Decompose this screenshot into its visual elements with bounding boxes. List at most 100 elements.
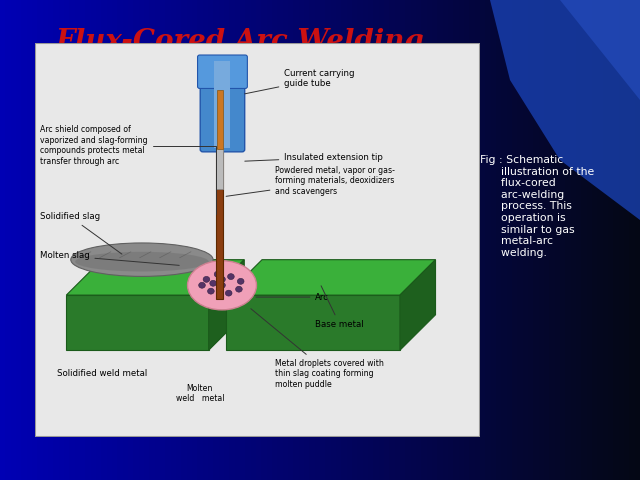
Bar <box>91 0 97 480</box>
Bar <box>469 0 476 480</box>
Bar <box>571 0 577 480</box>
Bar <box>181 0 188 480</box>
Bar <box>171 0 177 480</box>
Bar <box>325 0 332 480</box>
Bar <box>576 0 582 480</box>
Ellipse shape <box>71 243 213 276</box>
Text: Fig : Schematic
      illustration of the
      flux-cored
      arc-welding
   : Fig : Schematic illustration of the flux… <box>480 155 595 258</box>
Bar <box>459 0 465 480</box>
Bar <box>283 0 289 480</box>
Bar <box>69 0 76 480</box>
Bar <box>5 0 12 480</box>
Text: Flux-Cored Arc Welding: Flux-Cored Arc Welding <box>56 28 424 55</box>
Bar <box>213 0 220 480</box>
Bar <box>565 0 572 480</box>
Bar <box>507 0 513 480</box>
Bar <box>0 0 6 480</box>
Bar <box>208 0 214 480</box>
Bar <box>85 0 92 480</box>
Bar <box>224 0 230 480</box>
Bar <box>261 0 268 480</box>
Polygon shape <box>560 0 640 100</box>
Bar <box>267 0 273 480</box>
Text: Solidified weld metal: Solidified weld metal <box>58 369 148 378</box>
Bar <box>432 0 438 480</box>
Bar <box>123 0 129 480</box>
Bar <box>128 0 134 480</box>
Bar <box>80 0 86 480</box>
Bar <box>363 0 369 480</box>
Bar <box>512 0 518 480</box>
Text: Insulated extension tip: Insulated extension tip <box>245 153 383 162</box>
Polygon shape <box>400 260 436 350</box>
FancyBboxPatch shape <box>200 57 244 152</box>
Bar <box>235 0 241 480</box>
Bar <box>197 0 204 480</box>
Bar <box>453 0 460 480</box>
Bar <box>523 0 529 480</box>
Bar <box>112 0 118 480</box>
Circle shape <box>198 282 205 288</box>
Bar <box>251 0 257 480</box>
Text: Base metal: Base metal <box>316 286 364 329</box>
Bar <box>155 0 161 480</box>
Bar <box>277 0 284 480</box>
Bar <box>336 0 342 480</box>
Bar <box>491 0 497 480</box>
Bar <box>405 0 412 480</box>
Bar <box>437 0 444 480</box>
Bar <box>448 0 454 480</box>
Bar <box>544 0 550 480</box>
Ellipse shape <box>188 261 257 310</box>
Bar <box>192 0 198 480</box>
Bar <box>464 0 470 480</box>
Circle shape <box>210 280 216 286</box>
Bar <box>400 0 406 480</box>
Bar <box>217 90 223 149</box>
Bar <box>96 0 102 480</box>
Bar <box>555 0 561 480</box>
Bar <box>528 0 534 480</box>
Bar <box>533 0 540 480</box>
Bar <box>53 0 60 480</box>
Bar <box>331 0 337 480</box>
Bar <box>384 0 390 480</box>
Bar <box>139 0 145 480</box>
Bar <box>160 0 166 480</box>
Bar <box>101 0 108 480</box>
Bar <box>176 0 182 480</box>
Polygon shape <box>67 295 209 350</box>
Text: Powdered metal, vapor or gas-
forming materials, deoxidizers
and scavengers: Powdered metal, vapor or gas- forming ma… <box>226 166 396 196</box>
Bar <box>219 0 225 480</box>
Bar <box>107 0 113 480</box>
Polygon shape <box>490 0 640 220</box>
Bar <box>389 0 396 480</box>
Bar <box>395 0 401 480</box>
Bar <box>214 61 230 147</box>
Bar <box>443 0 449 480</box>
Bar <box>624 0 630 480</box>
Bar <box>480 0 486 480</box>
Polygon shape <box>67 260 244 295</box>
Bar <box>592 0 598 480</box>
Text: Arc shield composed of
vaporized and slag-forming
compounds protects metal
trans: Arc shield composed of vaporized and sla… <box>40 125 216 214</box>
Circle shape <box>219 282 225 288</box>
Bar <box>416 0 422 480</box>
Bar <box>229 0 236 480</box>
Polygon shape <box>209 260 244 350</box>
Bar <box>587 0 593 480</box>
Bar <box>75 0 81 480</box>
Text: Current carrying
guide tube: Current carrying guide tube <box>244 69 355 94</box>
Bar <box>43 0 49 480</box>
Circle shape <box>225 290 232 296</box>
Bar <box>475 0 481 480</box>
Bar <box>581 0 588 480</box>
Bar <box>597 0 604 480</box>
Bar <box>187 0 193 480</box>
Bar <box>37 0 44 480</box>
Bar <box>352 0 358 480</box>
Bar <box>133 0 140 480</box>
Circle shape <box>219 276 225 282</box>
FancyBboxPatch shape <box>198 55 248 88</box>
Bar <box>501 0 508 480</box>
